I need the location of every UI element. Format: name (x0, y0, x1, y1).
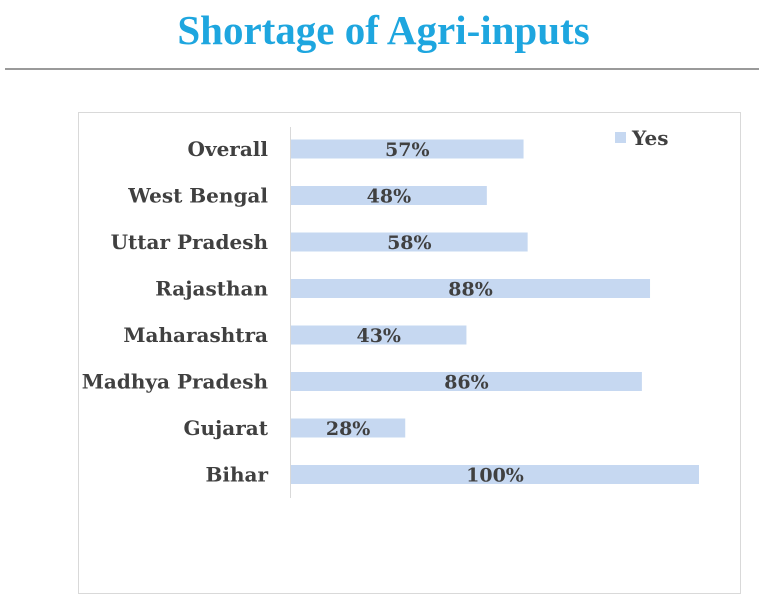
bar-west-bengal (291, 186, 487, 205)
data-label: 58% (387, 232, 432, 254)
data-label: 57% (385, 139, 430, 161)
data-label: 48% (367, 186, 412, 208)
category-label: Overall (188, 137, 269, 161)
category-label: West Bengal (127, 184, 268, 208)
category-label: Rajasthan (155, 277, 268, 301)
legend-swatch-yes (615, 132, 626, 143)
data-label: 86% (444, 372, 489, 394)
bar-gujarat (291, 418, 406, 438)
bar-uttar-pradesh (291, 232, 528, 252)
bar-overall (291, 139, 524, 159)
category-label: Madhya Pradesh (82, 370, 269, 394)
chart-frame (78, 112, 741, 594)
bar-madhya-pradesh (291, 372, 642, 391)
category-label: Gujarat (183, 416, 268, 440)
data-label: 43% (356, 325, 401, 347)
bar-rajasthan (291, 279, 651, 298)
category-label: Uttar Pradesh (111, 230, 269, 254)
data-label: 28% (326, 418, 371, 440)
bar-bihar (291, 465, 699, 484)
legend-label-yes: Yes (631, 126, 669, 150)
page-title: Shortage of Agri-inputs (177, 7, 590, 53)
bar-maharashtra (291, 325, 467, 345)
category-label: Maharashtra (123, 323, 268, 347)
category-label: Bihar (205, 463, 268, 487)
legend: Yes (615, 126, 669, 150)
data-label: 88% (448, 279, 493, 301)
title-divider (5, 68, 759, 70)
data-label: 100% (466, 465, 524, 487)
